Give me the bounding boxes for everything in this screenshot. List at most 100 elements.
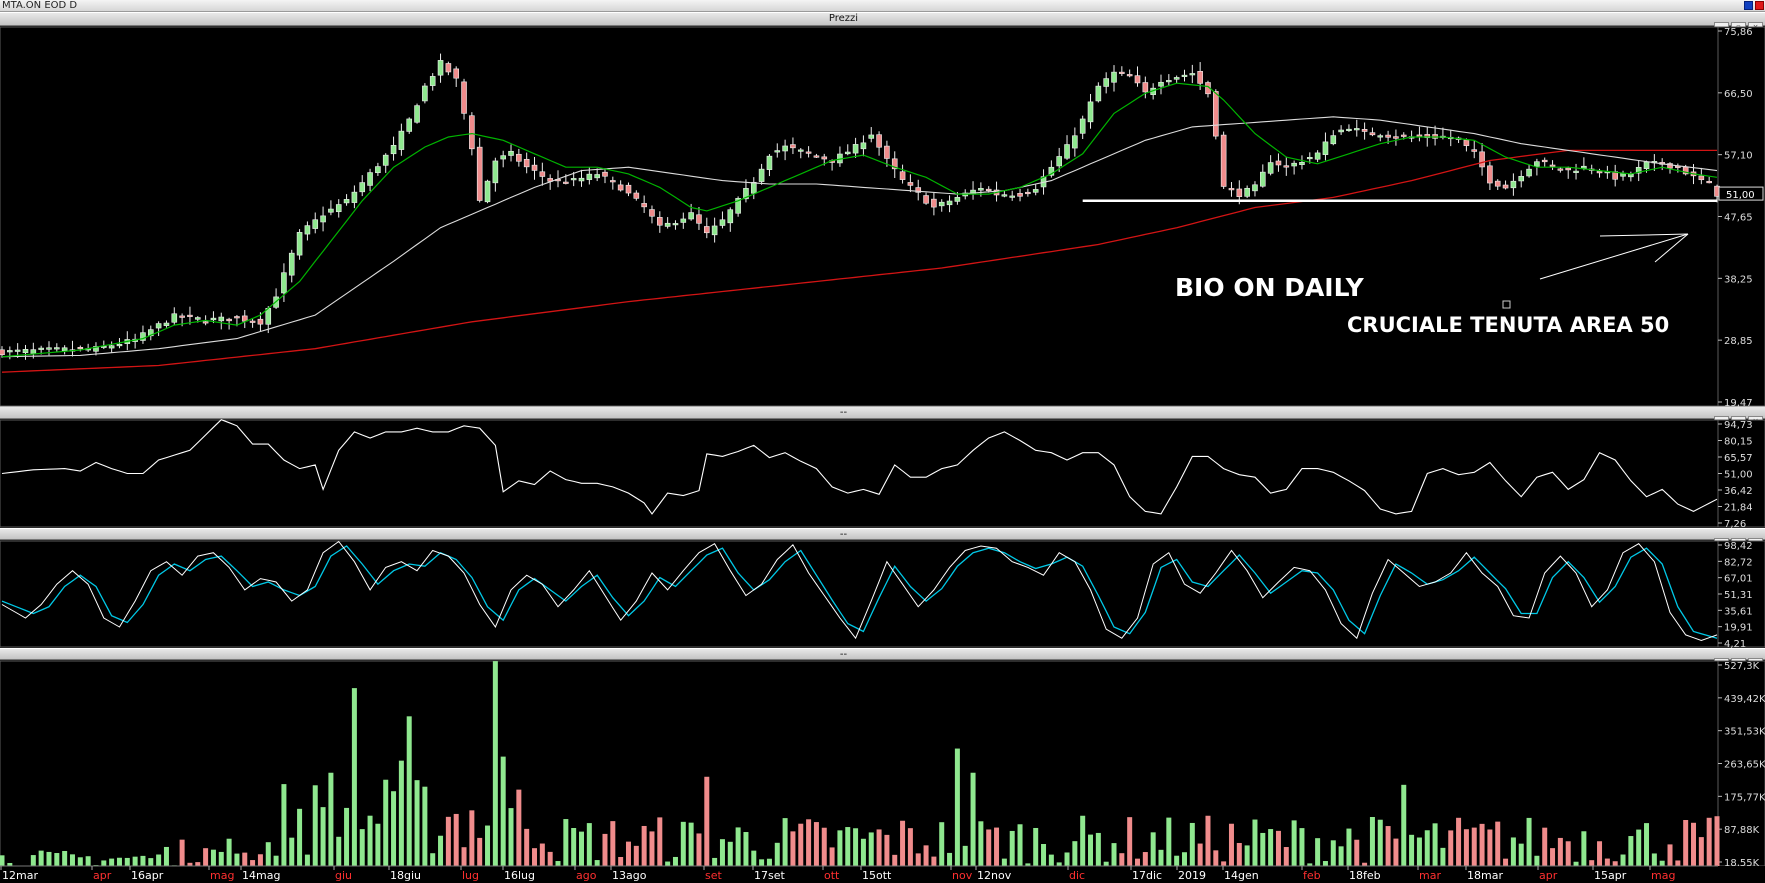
price-candle (1651, 161, 1658, 164)
volume-bar (1706, 817, 1712, 866)
volume-bar (1127, 817, 1133, 866)
pane-minimize-button[interactable]: _ (1714, 658, 1729, 669)
pane-minimize-button[interactable]: _ (1714, 416, 1729, 427)
volume-bar (485, 825, 491, 866)
volume-bar (1322, 861, 1328, 866)
x-axis-tick-label: 12mar (2, 869, 38, 882)
volume-bar (1667, 844, 1673, 866)
volume-bar (1385, 826, 1391, 866)
price-candle (367, 172, 373, 186)
volume-bar (1612, 861, 1618, 866)
price-candle (1025, 191, 1031, 195)
price-candle (516, 153, 522, 162)
price-candle (194, 317, 201, 320)
volume-bar (1346, 828, 1352, 866)
volume-bar (563, 819, 569, 866)
volume-bar (1338, 846, 1344, 866)
price-candle (711, 225, 718, 236)
price-candle (1385, 134, 1391, 138)
price-candle (1369, 132, 1376, 136)
price-candle (1166, 80, 1172, 83)
annotation-arrow-line (1654, 233, 1689, 263)
price-candle (1565, 167, 1572, 171)
volume-bar (1409, 834, 1415, 866)
price-candle (625, 184, 632, 194)
x-axis-tick-label: 18mar (1467, 869, 1503, 882)
x-axis-tick-label: 18giu (390, 869, 421, 882)
x-axis-tick-label: feb (1303, 869, 1321, 882)
rsi-line (1, 419, 1718, 515)
volume-bar (226, 838, 232, 866)
volume-bar (939, 822, 945, 866)
pane-close-button[interactable]: × (1748, 658, 1763, 669)
volume-bar (1142, 852, 1148, 866)
volume-bar (665, 861, 671, 866)
volume-bar (719, 839, 725, 866)
x-axis-tick-label: 17set (754, 869, 785, 882)
volume-bar (907, 828, 913, 866)
volume-bar (1025, 863, 1031, 866)
price-candle (116, 344, 123, 347)
volume-bar (1354, 839, 1360, 866)
restore-icon[interactable] (1744, 1, 1753, 10)
price-candle (993, 189, 1000, 196)
volume-bar (1268, 829, 1274, 866)
stochastic-k-line (1, 540, 1718, 642)
volume-bar (1135, 858, 1141, 866)
rsi-axis-area (1717, 419, 1765, 528)
pane-minimize-button[interactable]: _ (1714, 538, 1729, 549)
volume-bar (1440, 847, 1446, 866)
price-axis-tick-label: 28,85 (1724, 336, 1753, 347)
volume-bar (289, 837, 295, 866)
x-axis-tick-label: mag (210, 869, 234, 882)
pane-restore-button[interactable]: ▫ (1731, 538, 1746, 549)
volume-bar (704, 776, 710, 866)
price-candle (970, 189, 976, 195)
pane-close-button[interactable]: × (1748, 22, 1763, 33)
price-candle (735, 198, 741, 214)
price-candle (1447, 136, 1454, 140)
price-candle (610, 180, 616, 183)
x-axis-tick-label: nov (952, 869, 973, 882)
volume-bar (1009, 830, 1015, 866)
volume-bar (1416, 837, 1422, 866)
price-candle (124, 339, 131, 344)
volume-bar (1307, 863, 1313, 866)
moving-average-mid-line (1, 116, 1718, 358)
price-candle (179, 315, 185, 318)
stoch-axis-tick-label: 35,61 (1724, 606, 1753, 617)
volume-bar (1197, 843, 1203, 866)
price-candle (884, 145, 890, 159)
pane-minimize-button[interactable]: _ (1714, 22, 1729, 33)
x-axis-tick-label: 17dic (1132, 869, 1162, 882)
price-candle (813, 155, 820, 158)
volume-bar (539, 843, 545, 866)
last-price-label: 51,00 (1726, 190, 1755, 201)
volume-bar (1001, 858, 1007, 866)
pane-restore-button[interactable]: ▫ (1731, 22, 1746, 33)
volume-bar (876, 829, 882, 866)
pane-restore-button[interactable]: ▫ (1731, 416, 1746, 427)
price-candle (22, 349, 29, 354)
price-candle (1001, 194, 1008, 197)
price-candle (727, 209, 734, 224)
annotation-arrow-line (1599, 233, 1689, 237)
price-candle (1706, 181, 1712, 184)
volume-axis-tick-label: 87,88K (1724, 825, 1760, 836)
volume-bar (586, 823, 592, 866)
price-candle (1557, 168, 1564, 171)
volume-bar (375, 823, 381, 866)
price-candle (1197, 71, 1203, 84)
price-candle (805, 151, 812, 154)
volume-bar (1542, 827, 1548, 866)
volume-bar (69, 854, 75, 866)
close-icon[interactable] (1755, 1, 1764, 10)
pane-restore-button[interactable]: ▫ (1731, 658, 1746, 669)
volume-bar (821, 827, 827, 866)
pane-close-button[interactable]: × (1748, 538, 1763, 549)
pane-close-button[interactable]: × (1748, 416, 1763, 427)
volume-bar (179, 839, 185, 866)
volume-bar (359, 829, 365, 866)
volume-bar (798, 823, 804, 866)
